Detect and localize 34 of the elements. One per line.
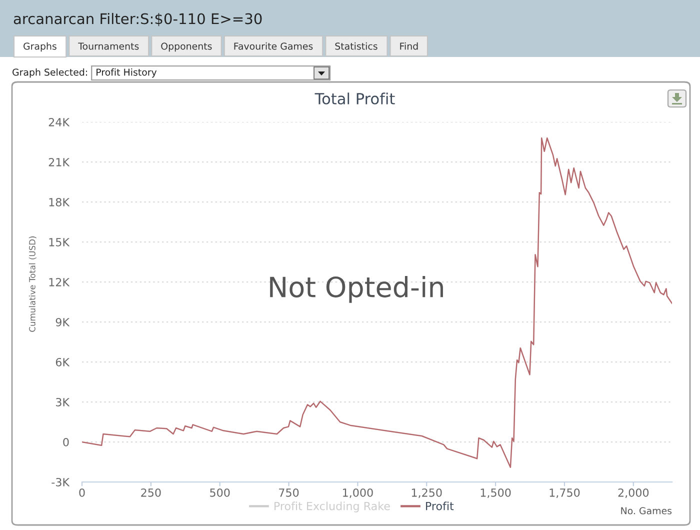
x-tick-label: 750 [279, 488, 299, 497]
y-tick-label: 3K [56, 398, 70, 406]
text: arcanarcan Filter:S:$0-110 E>=30 [14, 12, 262, 26]
y-tick-label: 21K [48, 158, 70, 166]
x-tick-label: 1,250 [412, 488, 442, 498]
x-tick-label: 1,500 [480, 488, 511, 498]
text: Find [400, 42, 418, 50]
chart-title: Total Profit [314, 92, 395, 104]
annotation: Not Opted-in [270, 276, 443, 303]
text: Graphs [24, 42, 56, 52]
y-tick-label: -3K [52, 478, 70, 486]
text: Opponents [161, 42, 212, 52]
x-tick-label: 2,000 [618, 488, 649, 498]
text: Statistics [335, 42, 378, 50]
y-tick-label: 12K [49, 278, 70, 286]
y-tick-label: 6K [56, 358, 70, 366]
text: Profit History [96, 68, 157, 78]
text: Tournaments [78, 42, 139, 50]
x-tick-label: 1,750 [550, 488, 580, 498]
x-tick-label: 0 [79, 488, 85, 497]
text: Graph Selected: [12, 68, 87, 78]
x-tick-label: 500 [210, 488, 230, 497]
y-axis-title: Cumulative Total (USD) [28, 236, 36, 332]
line-series [82, 137, 672, 468]
y-tick-label: 15K [49, 238, 70, 246]
y-tick-label: 9K [56, 318, 70, 326]
x-tick-label: 250 [141, 488, 161, 497]
legend-label: Profit [426, 502, 454, 510]
y-tick-label: 18K [49, 198, 70, 206]
x-tick-label: 1,000 [343, 488, 373, 498]
x-axis-title: No. Games [621, 507, 672, 514]
text: Favourite Games [234, 42, 313, 50]
y-tick-label: 0 [63, 438, 69, 446]
y-tick-label: 24K [48, 118, 70, 126]
